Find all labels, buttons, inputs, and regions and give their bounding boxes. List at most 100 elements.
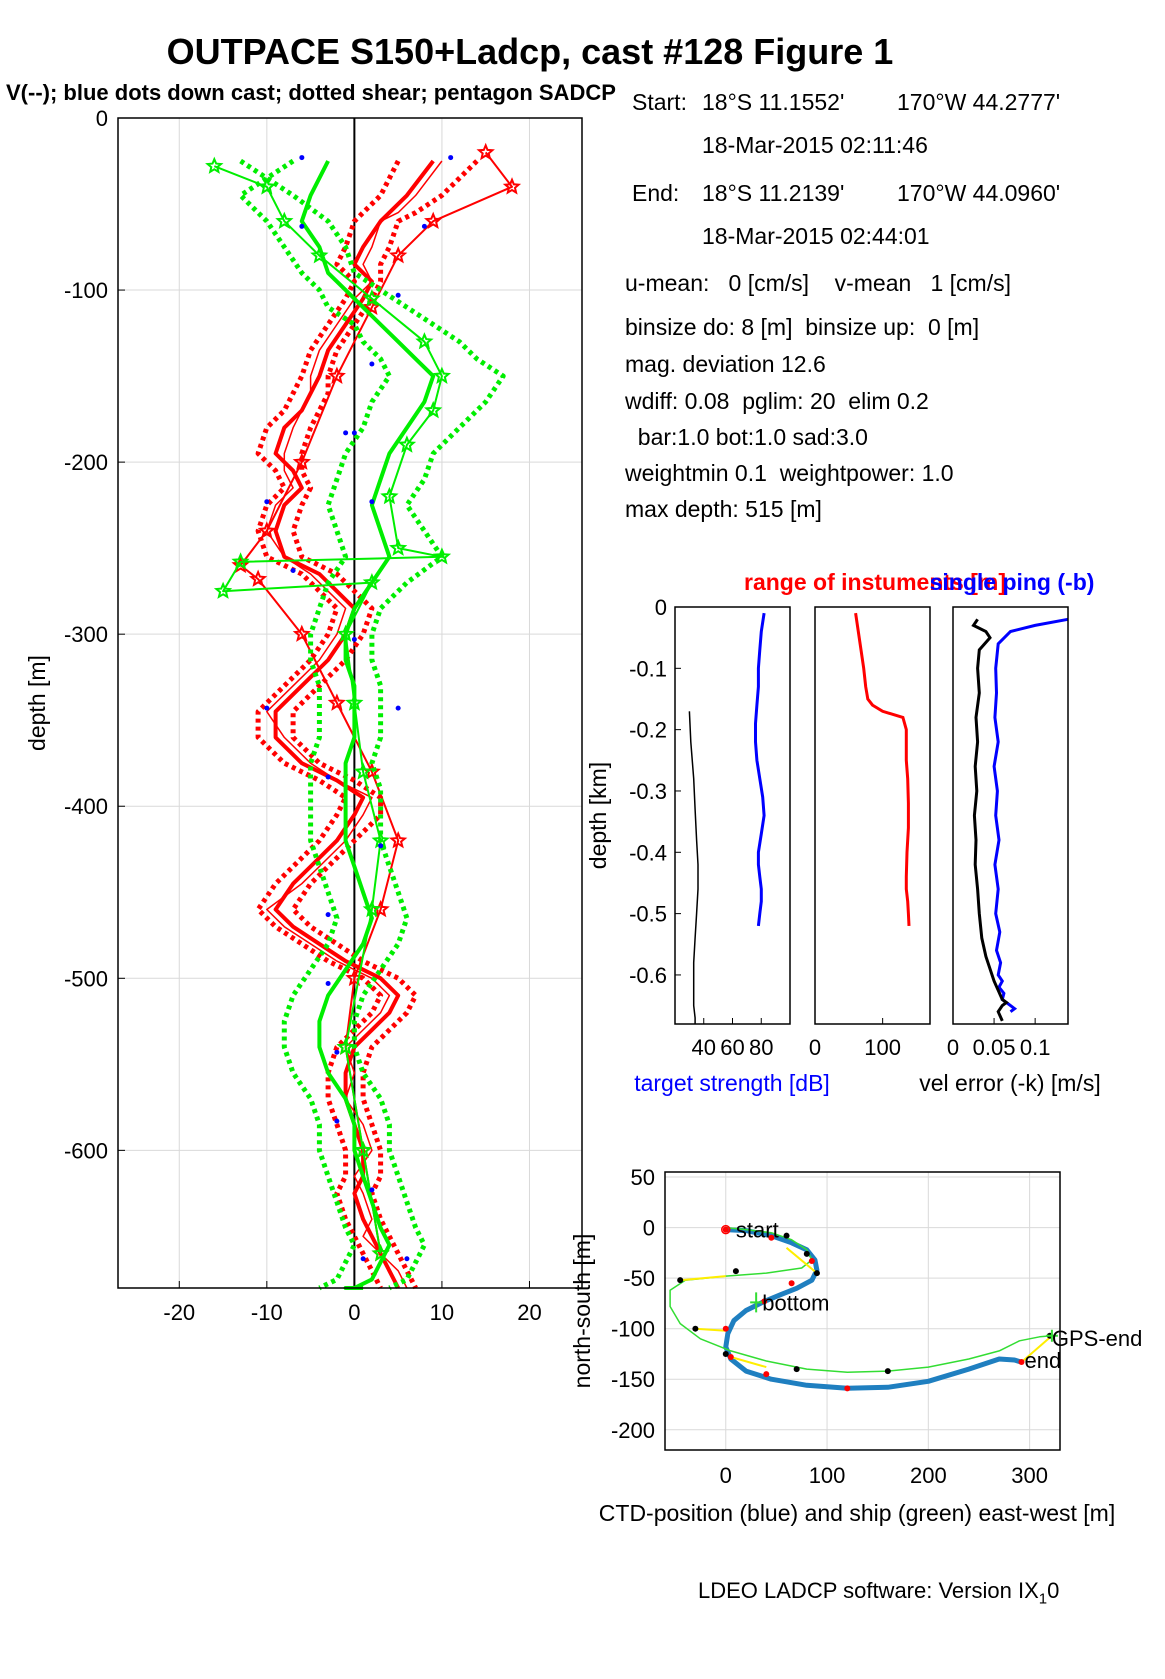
sadcp-star-marker <box>380 486 399 505</box>
pos-x-tick-label: 200 <box>910 1463 947 1488</box>
ctd-red-marker <box>768 1234 775 1241</box>
down-cast-dot <box>448 155 454 161</box>
ship-black-marker <box>813 1270 820 1277</box>
figure-title: OUTPACE S150+Ladcp, cast #128 Figure 1 <box>167 31 894 72</box>
sadcp-star-marker <box>248 569 268 587</box>
down-cast-dot <box>360 1256 366 1262</box>
ctd-red-marker <box>722 1226 729 1233</box>
ctd-red-marker <box>727 1353 734 1360</box>
subpanel-red-line <box>854 612 911 926</box>
info-start-lon: 170°W 44.2777' <box>897 89 1061 115</box>
y-tick-label: -400 <box>64 794 108 819</box>
x-tick-label: 20 <box>517 1300 541 1325</box>
pos-y-tick-label: -200 <box>611 1418 655 1443</box>
info-maxdepth: max depth: 515 [m] <box>625 496 822 522</box>
ship-black-marker <box>722 1350 729 1357</box>
down-cast-dot <box>299 155 305 161</box>
links-track <box>680 1247 1053 1369</box>
subpanel-y-tick-label: -0.6 <box>629 963 667 988</box>
sadcp-star-marker <box>415 332 434 350</box>
pos-y-tick-label: -150 <box>611 1367 655 1392</box>
pos-x-tick-label: 300 <box>1011 1463 1048 1488</box>
red-dotted-series <box>290 159 479 1290</box>
sadcp-star-marker <box>397 435 417 453</box>
figure-subtitle: V(--); blue dots down cast; dotted shear… <box>6 80 616 105</box>
sadcp-star-marker <box>388 538 408 556</box>
subpanel-y-tick-label: -0.5 <box>629 902 667 927</box>
position-y-label: north-south [m] <box>569 1234 595 1389</box>
sadcp-star-marker <box>432 366 452 384</box>
ship-black-marker <box>793 1366 800 1373</box>
sadcp-star-marker <box>310 245 329 264</box>
info-start-lat: 18°S 11.1552' <box>702 89 845 115</box>
pos-y-tick-label: -100 <box>611 1317 655 1342</box>
down-cast-dot <box>290 568 296 574</box>
green-star-series <box>213 165 443 1254</box>
subpanel-x-tick-label: 40 <box>692 1035 716 1060</box>
pos-x-tick-label: 0 <box>720 1463 732 1488</box>
subpanel-area <box>815 607 930 1024</box>
sadcp-star-marker <box>354 762 373 780</box>
down-cast-dot <box>369 361 375 367</box>
down-cast-dot <box>325 774 331 780</box>
sadcp-star-marker <box>275 211 294 229</box>
position-label-end: end <box>1025 1348 1062 1373</box>
info-weight: weightmin 0.1 weightpower: 1.0 <box>625 460 954 486</box>
down-cast-dot <box>404 1256 410 1262</box>
subpanel-x-tick-label: 100 <box>864 1035 901 1060</box>
sadcp-star-marker <box>388 830 408 849</box>
footer-subscript: 1 <box>1038 1590 1048 1608</box>
subpanel-area <box>675 607 790 1024</box>
pos-y-tick-label: -50 <box>623 1266 655 1291</box>
ctd-red-marker <box>808 1257 815 1264</box>
sadcp-star-marker <box>257 177 277 195</box>
y-tick-label: -300 <box>64 622 108 647</box>
sadcp-star-marker <box>336 624 355 642</box>
sadcp-star-marker <box>362 573 381 591</box>
sadcp-star-marker <box>362 289 381 307</box>
down-cast-dot <box>395 705 401 711</box>
ctd-red-marker <box>788 1280 795 1287</box>
subpanel-y-tick-label: -0.4 <box>629 840 667 865</box>
start-marker <box>721 1224 731 1235</box>
subpanel-frame <box>952 606 1069 1025</box>
velocity-profile-panel: -20 -10 0 10 200-100-200-300-400-500-600dept… <box>24 106 583 1325</box>
sadcp-star-marker <box>292 624 312 642</box>
y-tick-label: -100 <box>64 278 108 303</box>
sadcp-star-marker <box>388 245 408 264</box>
range-title: range of instuments [m] <box>744 569 1006 595</box>
pos-y-tick-label: 50 <box>631 1165 655 1190</box>
green-solid-thick-series <box>299 160 436 1290</box>
position-label-bottom: bottom <box>762 1290 829 1315</box>
info-start-time: 18-Mar-2015 02:11:46 <box>702 132 928 158</box>
subpanel-blue-line <box>754 612 766 927</box>
down-cast-dot <box>264 705 270 711</box>
instrument-range-panels: range of instuments [m]single ping (-b) 4… <box>585 569 1101 1096</box>
y-tick-label: -600 <box>64 1138 108 1163</box>
subpanel-frame <box>814 606 931 1025</box>
footer-text: LDEO LADCP software: Version IX <box>698 1578 1039 1603</box>
position-label-gps-end: GPS-end <box>1052 1326 1143 1351</box>
ctd-red-marker <box>722 1325 729 1332</box>
subpanel-x-tick-label: 0 <box>947 1035 959 1060</box>
subpanel-x-tick-label: 60 <box>720 1035 744 1060</box>
ship-black-marker <box>884 1368 891 1375</box>
subpanel-y-tick-label: -0.3 <box>629 779 667 804</box>
ship-black-marker <box>677 1277 684 1284</box>
green-dotted-series <box>239 158 506 1291</box>
subpanel-x-tick-label: 80 <box>749 1035 773 1060</box>
subpanel-area <box>953 607 1068 1024</box>
sadcp-star-marker <box>231 555 250 574</box>
depth-km-label: depth [km] <box>585 762 611 869</box>
info-end-time: 18-Mar-2015 02:44:01 <box>702 223 930 249</box>
down-cast-dot <box>369 499 375 505</box>
red-dotted-series <box>255 159 401 1290</box>
target-strength-label: target strength [dB] <box>634 1070 830 1096</box>
red-star-series <box>239 151 513 1254</box>
pos-y-tick-label: 0 <box>643 1216 655 1241</box>
sadcp-star-marker <box>423 211 443 229</box>
subpanel-black-line <box>971 618 1009 1022</box>
ctd-red-marker <box>761 1298 768 1305</box>
ship-black-marker <box>732 1268 739 1275</box>
